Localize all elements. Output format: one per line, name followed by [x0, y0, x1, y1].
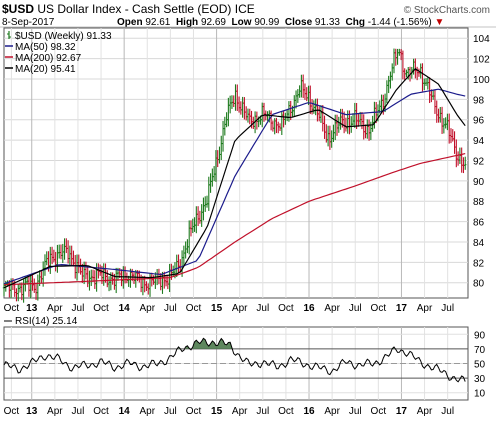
price-x-tick-label: Jul	[72, 303, 85, 314]
price-y-tick-label: 86	[473, 218, 485, 229]
price-x-tick-label: Jul	[256, 303, 269, 314]
low-value: 90.99	[254, 17, 280, 28]
price-y-tick-label: 96	[473, 116, 485, 127]
exchange: ICE	[234, 2, 255, 16]
price-x-tick-label: 15	[211, 303, 223, 314]
rsi-y-tick-label: 10	[474, 389, 486, 400]
rsi-overbought-fill	[192, 338, 232, 349]
chart-title: $USD US Dollar Index - Cash Settle (EOD)…	[2, 2, 255, 16]
chg-label: Chg	[345, 17, 365, 28]
price-x-tick-label: Oct	[278, 303, 294, 314]
price-y-tick-label: 92	[473, 156, 485, 167]
price-x-tick-label: 13	[26, 303, 38, 314]
low-label: Low	[231, 17, 252, 28]
price-x-tick-label: Apr	[324, 303, 340, 314]
rsi-x-tick-label: Oct	[186, 406, 202, 417]
price-y-tick-label: 100	[473, 75, 490, 86]
ma20-line	[3, 68, 466, 289]
ma200-line	[3, 153, 466, 286]
rsi-x-tick-label: Apr	[47, 406, 63, 417]
rsi-x-tick-label: 14	[119, 406, 131, 417]
price-x-tick-label: Apr	[232, 303, 248, 314]
price-x-tick-label: Oct	[371, 303, 387, 314]
price-x-tick-label: 16	[303, 303, 315, 314]
rsi-x-tick-label: Jul	[72, 406, 85, 417]
price-y-tick-label: 102	[473, 55, 490, 66]
down-arrow-icon: ▼	[434, 17, 445, 28]
price-y-tick-label: 98	[473, 95, 485, 106]
price-x-tick-label: Oct	[4, 303, 20, 314]
rsi-x-tick-label: 17	[396, 406, 408, 417]
rsi-y-tick-label: 50	[474, 360, 486, 371]
quote-date: 8-Sep-2017	[2, 17, 55, 28]
rsi-x-tick-label: 15	[211, 406, 223, 417]
price-y-tick-label: 84	[473, 238, 485, 249]
price-y-tick-label: 94	[473, 136, 485, 147]
rsi-x-tick-label: Oct	[278, 406, 294, 417]
price-y-tick-label: 90	[473, 177, 485, 188]
price-x-tick-label: Apr	[139, 303, 155, 314]
legend-label: $USD (Weekly) 91.33	[15, 31, 112, 42]
price-y-tick-label: 88	[473, 197, 485, 208]
price-y-tick-label: 82	[473, 258, 485, 269]
price-x-tick-label: Apr	[47, 303, 63, 314]
copyright: © StockCharts.com	[403, 5, 490, 16]
price-x-tick-label: Oct	[93, 303, 109, 314]
rsi-x-tick-label: 13	[26, 406, 38, 417]
price-y-tick-label: 80	[473, 279, 485, 290]
high-value: 92.69	[200, 17, 226, 28]
rsi-x-tick-label: Jul	[256, 406, 269, 417]
rsi-x-tick-label: Apr	[139, 406, 155, 417]
rsi-x-tick-label: Oct	[371, 406, 387, 417]
price-x-tick-label: 17	[396, 303, 408, 314]
quote-summary: Open 92.61 High 92.69 Low 90.99 Close 91…	[117, 17, 444, 28]
rsi-x-tick-label: Oct	[4, 406, 20, 417]
price-x-tick-label: Jul	[349, 303, 362, 314]
rsi-line	[3, 337, 466, 383]
rsi-x-tick-label: Apr	[417, 406, 433, 417]
rsi-x-tick-label: Jul	[441, 406, 454, 417]
rsi-x-tick-label: Oct	[93, 406, 109, 417]
price-x-tick-label: Apr	[417, 303, 433, 314]
rsi-y-tick-label: 30	[474, 374, 486, 385]
open-label: Open	[117, 17, 143, 28]
price-x-tick-label: Jul	[164, 303, 177, 314]
price-x-tick-label: 14	[119, 303, 131, 314]
rsi-x-tick-label: Jul	[349, 406, 362, 417]
high-label: High	[175, 17, 199, 28]
rsi-x-tick-label: Apr	[324, 406, 340, 417]
price-x-tick-label: Oct	[186, 303, 202, 314]
instrument-name: US Dollar Index - Cash Settle (EOD)	[37, 2, 232, 16]
price-y-tick-label: 104	[473, 34, 490, 45]
price-x-tick-label: Jul	[441, 303, 454, 314]
close-value: 91.33	[314, 17, 340, 28]
price-bar	[464, 156, 467, 170]
rsi-y-tick-label: 90	[474, 330, 486, 341]
rsi-label: RSI(14) 25.14	[15, 316, 78, 327]
rsi-x-tick-label: 16	[303, 406, 315, 417]
chg-value: -1.44 (-1.56%)	[367, 17, 432, 28]
rsi-y-tick-label: 70	[474, 345, 486, 356]
symbol: $USD	[2, 2, 35, 16]
rsi-x-tick-label: Jul	[164, 406, 177, 417]
open-value: 92.61	[145, 17, 171, 28]
legend-label: MA(50) 98.32	[15, 42, 76, 53]
legend-label: MA(20) 95.41	[15, 64, 76, 75]
rsi-x-tick-label: Apr	[232, 406, 248, 417]
close-label: Close	[284, 17, 313, 28]
ma50-line	[3, 88, 466, 285]
legend-label: MA(200) 92.67	[15, 53, 82, 64]
